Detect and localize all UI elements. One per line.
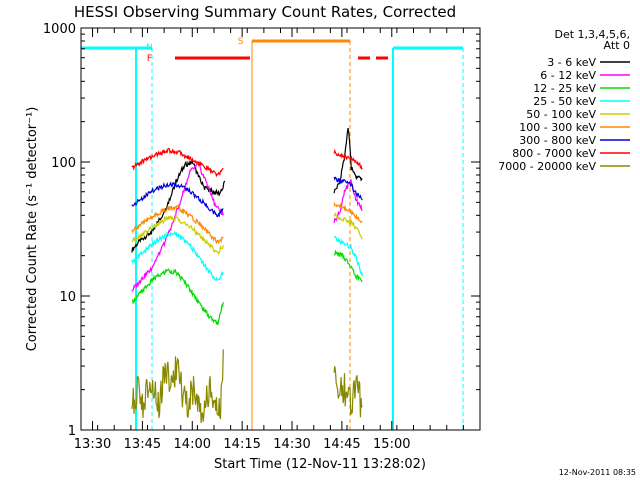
flag-label-f: F [147, 54, 152, 64]
series-lines [131, 127, 363, 424]
series-line-7000-20000kev [131, 349, 224, 424]
legend-entry-label: 50 - 100 keV [526, 108, 596, 121]
y-tick-label: 10 [59, 290, 76, 305]
flag-label-s: S [238, 37, 244, 47]
series-line-7000-20000kev [333, 366, 363, 418]
legend-entry-label: 300 - 800 keV [519, 134, 596, 147]
legend-entry-label: 100 - 300 keV [519, 121, 596, 134]
x-tick-label: 14:00 [174, 437, 211, 452]
legend-entry-label: 3 - 6 keV [547, 56, 596, 69]
series-line-800-7000kev [333, 148, 363, 170]
series-line-6-12kev [131, 162, 224, 292]
y-axis: 1 10 100 1000 [43, 22, 480, 439]
x-tick-label: 14:45 [323, 437, 360, 452]
x-tick-label: 13:45 [124, 437, 161, 452]
y-axis-label: Corrected Count Rate (s⁻¹ detector⁻¹) [25, 107, 40, 352]
x-tick-label: 15:00 [373, 437, 410, 452]
x-axis: 13:30 13:45 14:00 14:15 14:30 14:45 15:00 [74, 28, 481, 452]
legend-entry-label: 25 - 50 keV [533, 95, 596, 108]
y-tick-label: 100 [51, 156, 76, 171]
series-line-100-300kev [131, 204, 224, 245]
plot-frame [80, 27, 481, 431]
x-axis-label: Start Time (12-Nov-11 13:28:02) [214, 457, 426, 472]
series-line-3-6kev [333, 127, 363, 194]
series-line-50-100kev [131, 215, 224, 256]
series-line-25-50kev [333, 235, 363, 277]
series-line-100-300kev [333, 202, 363, 224]
legend-title: Att 0 [604, 39, 630, 52]
legend-entry-label: 12 - 25 keV [533, 82, 596, 95]
series-line-12-25kev [333, 249, 363, 283]
legend-entry-label: 7000 - 20000 keV [498, 160, 596, 173]
series-line-50-100kev [333, 212, 363, 240]
y-tick-label: 1 [68, 424, 76, 439]
legend-entry-label: 6 - 12 keV [540, 69, 596, 82]
background-bands: NF S [81, 37, 464, 430]
legend-title: Det 1,3,4,5,6, [554, 28, 630, 41]
x-tick-label: 14:15 [223, 437, 260, 452]
series-line-12-25kev [131, 268, 224, 326]
series-line-6-12kev [333, 179, 363, 223]
series-line-300-800kev [333, 176, 363, 201]
chart-title: HESSI Observing Summary Count Rates, Cor… [74, 3, 456, 21]
flag-label-n: N [146, 43, 153, 53]
y-tick-label: 1000 [43, 22, 76, 37]
legend-entry-label: 800 - 7000 keV [512, 147, 596, 160]
series-line-800-7000kev [131, 147, 224, 178]
series-line-25-50kev [131, 230, 224, 282]
series-line-300-800kev [131, 181, 224, 218]
timestamp: 12-Nov-2011 08:35 [559, 468, 636, 477]
x-tick-label: 14:30 [273, 437, 310, 452]
x-tick-label: 13:30 [74, 437, 111, 452]
